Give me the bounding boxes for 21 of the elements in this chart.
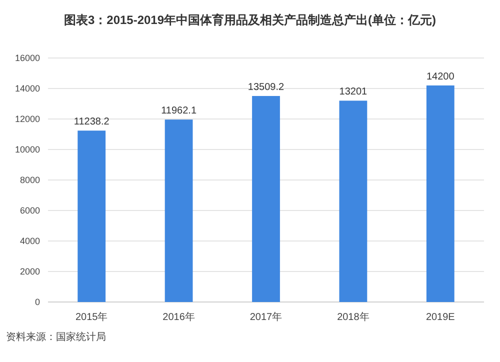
y-tick-label: 12000	[14, 114, 40, 124]
chart-title: 图表3：2015-2019年中国体育用品及相关产品制造总产出(单位：亿元)	[64, 13, 436, 27]
x-tick-label: 2015年	[75, 311, 108, 323]
x-tick-label: 2017年	[250, 311, 282, 323]
y-tick-label: 14000	[14, 84, 40, 94]
x-tick-label: 2019E	[426, 312, 456, 323]
data-label: 13201	[339, 86, 368, 98]
y-tick-label: 6000	[20, 206, 40, 216]
y-tick-label: 16000	[14, 53, 40, 64]
data-label: 13509.2	[248, 82, 285, 93]
data-label: 14200	[426, 71, 455, 82]
text: 资料来源：国家统计局	[6, 331, 106, 343]
y-tick-label: 8000	[20, 175, 40, 186]
x-tick-label: 2016年	[162, 311, 195, 323]
x-tick-label: 2018年	[337, 311, 370, 323]
y-tick-label: 0	[34, 297, 40, 308]
y-tick-label: 4000	[20, 236, 40, 246]
y-tick-label: 2000	[20, 266, 40, 277]
y-tick-label: 10000	[14, 144, 40, 155]
data-label: 11962.1	[161, 106, 197, 117]
data-label: 11238.2	[74, 116, 110, 128]
